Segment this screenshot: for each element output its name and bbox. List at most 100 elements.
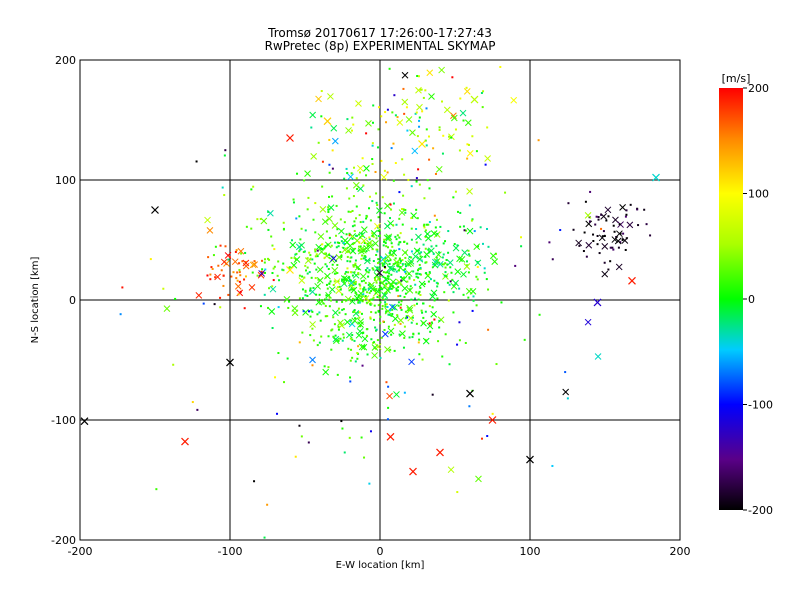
- velocity-point-x: [458, 255, 466, 263]
- velocity-point: [396, 261, 399, 264]
- velocity-point: [387, 246, 390, 249]
- velocity-point: [374, 170, 377, 173]
- velocity-point-x: [621, 237, 629, 244]
- velocity-point: [359, 221, 362, 224]
- x-axis-label: E-W location [km]: [336, 560, 425, 571]
- velocity-point: [424, 310, 427, 313]
- velocity-point-x: [397, 264, 404, 272]
- velocity-point: [348, 284, 351, 287]
- velocity-point: [339, 337, 342, 340]
- velocity-point: [408, 276, 411, 279]
- velocity-point: [345, 299, 348, 302]
- velocity-point: [399, 306, 402, 309]
- y-tick-label: 0: [69, 294, 76, 307]
- velocity-point: [376, 250, 379, 253]
- velocity-point: [390, 314, 393, 317]
- velocity-point: [219, 244, 222, 247]
- velocity-point: [353, 247, 356, 250]
- velocity-point: [364, 295, 367, 298]
- velocity-point: [384, 301, 387, 304]
- velocity-point: [392, 268, 395, 271]
- velocity-point: [438, 326, 441, 329]
- velocity-point: [410, 227, 413, 230]
- velocity-point: [429, 330, 432, 333]
- velocity-point: [357, 345, 360, 348]
- velocity-point: [324, 263, 327, 266]
- velocity-point: [401, 223, 404, 226]
- velocity-point: [282, 221, 285, 224]
- velocity-point: [404, 310, 407, 313]
- velocity-point: [277, 306, 280, 309]
- velocity-point: [348, 197, 351, 200]
- velocity-point: [578, 244, 581, 247]
- velocity-point: [417, 298, 420, 301]
- velocity-point: [420, 309, 423, 312]
- velocity-point: [336, 241, 339, 244]
- velocity-point: [330, 329, 333, 332]
- velocity-point: [411, 316, 414, 319]
- velocity-point: [419, 255, 422, 258]
- velocity-point: [401, 158, 404, 161]
- velocity-point: [328, 254, 331, 257]
- velocity-point: [271, 272, 274, 275]
- velocity-point: [419, 88, 422, 91]
- velocity-point: [381, 304, 384, 307]
- velocity-point: [389, 348, 392, 351]
- velocity-point-x: [601, 242, 609, 250]
- velocity-point: [402, 87, 405, 90]
- velocity-point-x: [330, 255, 337, 262]
- velocity-point: [378, 229, 381, 232]
- velocity-point: [261, 259, 264, 262]
- velocity-point: [376, 204, 379, 207]
- velocity-point: [343, 177, 346, 180]
- velocity-point: [298, 215, 301, 218]
- velocity-point: [454, 128, 457, 131]
- velocity-point: [308, 271, 311, 274]
- velocity-point: [355, 265, 358, 268]
- velocity-point-x: [338, 322, 345, 329]
- velocity-point: [398, 257, 401, 260]
- velocity-point: [259, 217, 262, 220]
- velocity-point-x: [353, 294, 361, 302]
- velocity-x-marker: [286, 134, 294, 142]
- velocity-point: [348, 278, 351, 281]
- velocity-point: [365, 270, 368, 273]
- velocity-point: [323, 365, 326, 368]
- velocity-point: [629, 203, 632, 206]
- velocity-point: [422, 316, 425, 319]
- velocity-point: [499, 65, 502, 68]
- velocity-point: [384, 242, 387, 245]
- velocity-point-x: [393, 391, 400, 398]
- velocity-point: [428, 250, 431, 253]
- velocity-point: [352, 265, 355, 268]
- velocity-point: [410, 250, 413, 253]
- velocity-point: [424, 139, 427, 142]
- velocity-point: [445, 275, 448, 278]
- velocity-point: [272, 279, 275, 282]
- velocity-point: [385, 310, 388, 313]
- velocity-point: [362, 293, 365, 296]
- velocity-point: [413, 304, 416, 307]
- velocity-point: [446, 281, 449, 284]
- velocity-point: [491, 412, 494, 415]
- velocity-point: [367, 283, 370, 286]
- velocity-point-x: [450, 282, 458, 290]
- velocity-point: [436, 297, 439, 300]
- chart-title-line-1: Tromsø 20170617 17:26:00-17:27:43: [267, 26, 492, 40]
- velocity-point-x: [347, 173, 354, 181]
- velocity-point: [487, 328, 490, 331]
- velocity-point: [436, 285, 439, 288]
- velocity-point: [325, 298, 328, 301]
- velocity-point-x: [206, 227, 214, 234]
- velocity-point: [302, 250, 305, 253]
- velocity-point: [149, 258, 152, 261]
- velocity-point: [338, 285, 341, 288]
- velocity-point: [386, 418, 389, 421]
- velocity-point: [314, 255, 317, 258]
- velocity-point: [353, 339, 356, 342]
- velocity-point: [306, 294, 309, 297]
- velocity-point: [422, 96, 425, 99]
- velocity-point: [487, 288, 490, 291]
- velocity-point-x: [460, 270, 467, 278]
- velocity-point: [368, 207, 371, 210]
